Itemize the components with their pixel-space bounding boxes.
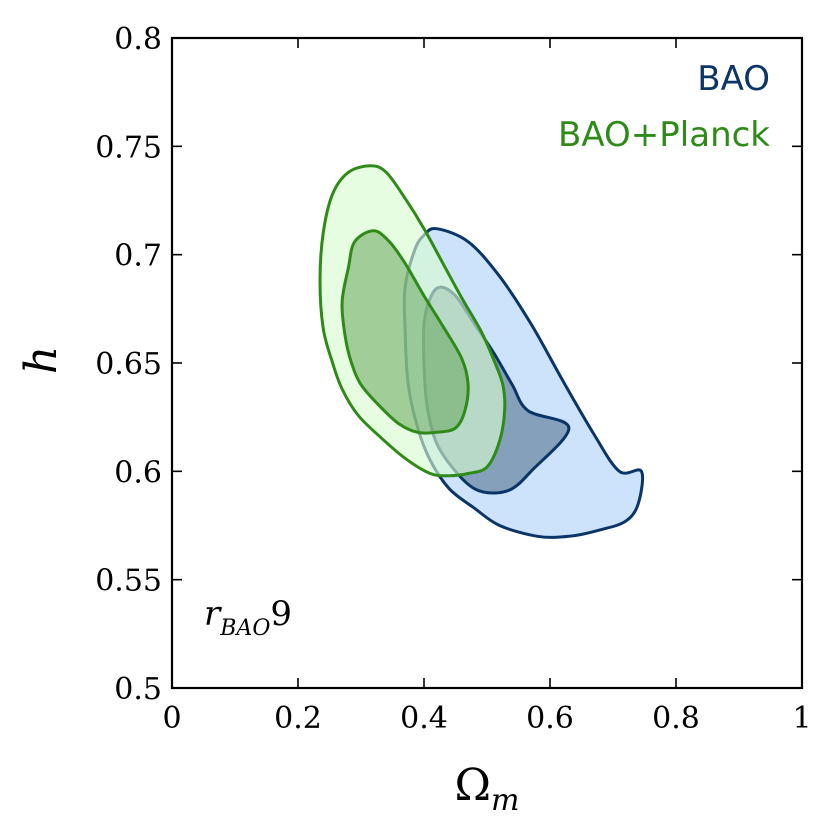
y-tick-label: 0.6	[114, 455, 162, 490]
y-tick-label: 0.7	[114, 239, 162, 274]
y-tick-label: 0.55	[95, 564, 162, 599]
axis-ticks: 0 0.2 0.4 0.6 0.8 1 0.5 0.55 0.6 0.65 0.7 0.75 0.8	[95, 22, 811, 736]
bao-planck-contour-inner	[340, 229, 470, 435]
annotation-main: r	[204, 594, 222, 634]
x-axis-label: Ωm	[455, 760, 520, 818]
x-axis-label-main: Ω	[455, 760, 491, 811]
annotation-sub: BAO	[219, 616, 270, 641]
legend-bao: BAO	[697, 59, 770, 99]
y-tick-label: 0.65	[95, 347, 162, 382]
y-tick-label: 0.75	[95, 130, 162, 165]
annotation-suffix: 9	[270, 594, 292, 634]
x-tick-label: 0	[162, 701, 181, 736]
y-tick-label: 0.8	[114, 22, 162, 57]
x-axis-label-sub: m	[491, 783, 519, 818]
annotation: rBAO9	[204, 594, 292, 641]
y-axis-label: h	[16, 346, 67, 374]
legend-bao-planck: BAO+Planck	[558, 115, 770, 155]
y-tick-label: 0.5	[114, 672, 162, 707]
x-tick-label: 0.4	[400, 701, 448, 736]
x-tick-label: 0.8	[652, 701, 700, 736]
x-tick-label: 1	[792, 701, 811, 736]
x-tick-label: 0.2	[274, 701, 322, 736]
plot-area	[318, 164, 645, 539]
x-tick-label: 0.6	[526, 701, 574, 736]
